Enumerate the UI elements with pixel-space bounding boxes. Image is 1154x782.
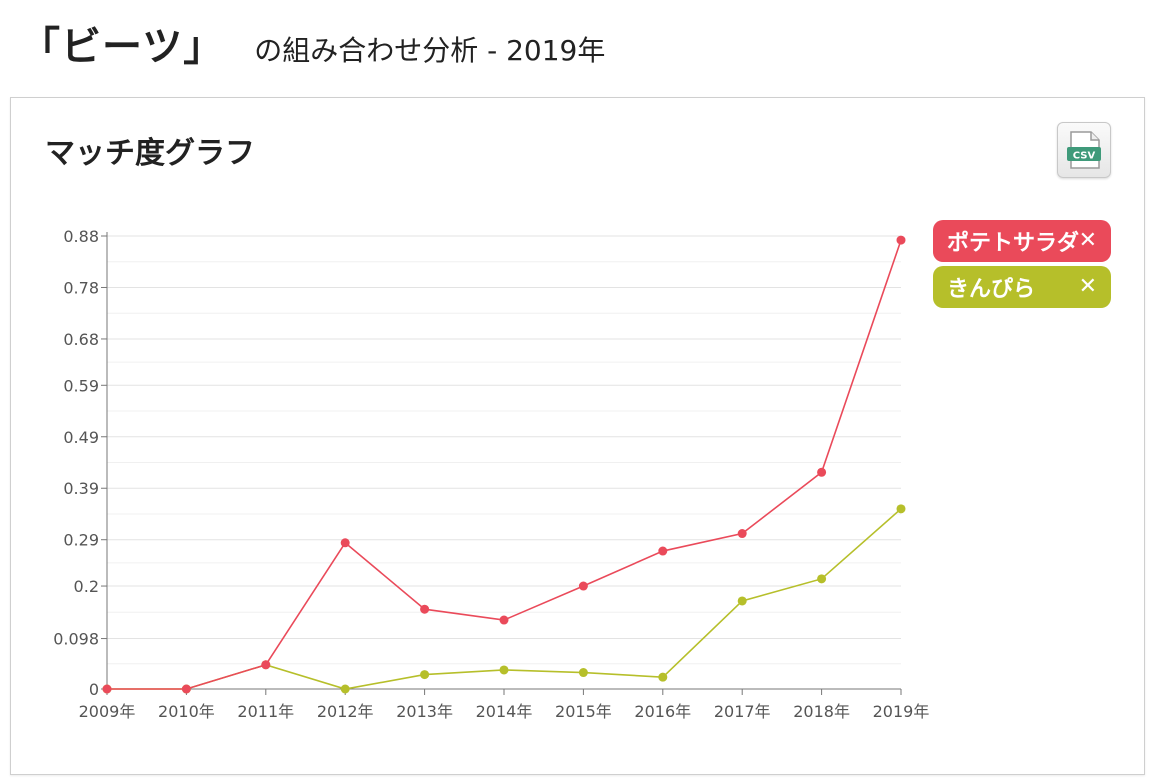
match-line-chart: 0 0.098 0.2 0.29 0.39 0.49 0.59 0.68 0.78 0.88 200… (53, 227, 930, 721)
page-header: 「ビーツ」 の組み合わせ分析 - 2019年 (20, 14, 605, 70)
csv-file-icon: CSV (1067, 131, 1101, 169)
panel-title: マッチ度グラフ (45, 136, 255, 171)
data-point (420, 670, 430, 680)
x-tick-label: 2013年 (396, 702, 453, 721)
x-tick-label: 2014年 (476, 702, 533, 721)
close-icon[interactable]: ✕ (1078, 274, 1097, 299)
data-point (420, 604, 430, 614)
page-title-subtitle: の組み合わせ分析 - 2019年 (254, 34, 606, 67)
legend-item-potato-salad[interactable]: ポテトサラダ ✕ (933, 220, 1111, 262)
y-tick-label: 0.78 (63, 278, 99, 297)
y-tick-label: 0.39 (63, 479, 99, 498)
x-tick-label: 2016年 (634, 702, 691, 721)
data-point (737, 529, 747, 539)
y-tick-label: 0.59 (63, 376, 99, 395)
y-tick-label: 0.68 (63, 330, 99, 349)
data-point (658, 546, 668, 556)
chart-panel: マッチ度グラフ CSV 0 0.098 0.2 0.29 0.39 0.49 0.59 0.6… (10, 97, 1145, 775)
data-point (817, 574, 827, 584)
data-point (817, 467, 827, 477)
data-point (896, 235, 906, 245)
y-tick-label: 0.29 (63, 531, 99, 550)
series-line (107, 508, 902, 690)
data-point (340, 538, 350, 548)
data-point (499, 615, 509, 625)
data-point (499, 665, 509, 675)
data-point (181, 684, 191, 694)
data-point (896, 504, 906, 514)
data-point (658, 672, 668, 682)
legend-label: ポテトサラダ (947, 231, 1080, 256)
data-point (340, 684, 350, 694)
y-tick-label: 0.49 (63, 428, 99, 447)
legend-label: きんぴら (947, 277, 1036, 302)
csv-download-button[interactable]: CSV (1057, 122, 1111, 178)
y-tick-label: 0.88 (63, 227, 99, 246)
x-tick-label: 2017年 (714, 702, 771, 721)
x-tick-label: 2009年 (79, 702, 136, 721)
x-tick-label: 2018年 (793, 702, 850, 721)
x-tick-label: 2015年 (555, 702, 612, 721)
csv-icon-text: CSV (1073, 151, 1096, 162)
x-tick-label: 2019年 (873, 702, 930, 721)
data-point (578, 581, 588, 591)
x-tick-label: 2012年 (317, 702, 374, 721)
legend-item-kinpira[interactable]: きんぴら ✕ (933, 266, 1111, 308)
data-point (737, 596, 747, 606)
data-point (261, 660, 271, 670)
page-title-keyword: 「ビーツ」 (20, 24, 225, 70)
y-tick-label: 0.098 (53, 630, 99, 649)
x-tick-label: 2010年 (158, 702, 215, 721)
close-icon[interactable]: ✕ (1078, 228, 1097, 253)
x-tick-label: 2011年 (237, 702, 294, 721)
data-point (578, 668, 588, 678)
y-tick-label: 0 (89, 680, 99, 699)
data-point (102, 684, 112, 694)
y-tick-label: 0.2 (74, 577, 99, 596)
